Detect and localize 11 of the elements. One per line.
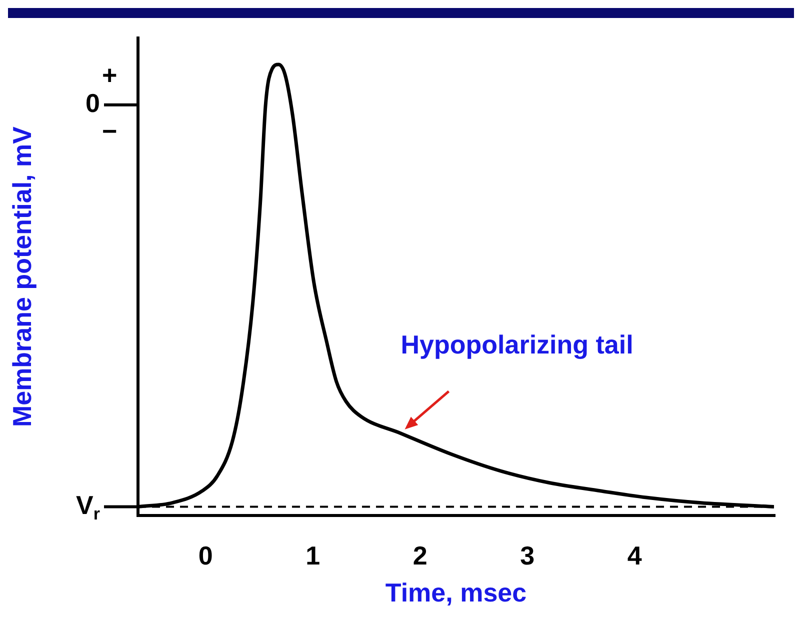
- x-tick-label: 2: [412, 540, 428, 570]
- x-tick-label: 1: [306, 540, 320, 570]
- text: −: [102, 116, 118, 146]
- x-axis-title: Time, msec: [385, 578, 527, 608]
- text: 0: [86, 88, 100, 118]
- text: +: [102, 60, 118, 90]
- x-tick-label: 4: [627, 540, 642, 570]
- x-tick-label: 3: [520, 540, 535, 570]
- y-axis-title: Membrane potential, mV: [6, 126, 37, 428]
- x-tick-label: 0: [198, 540, 213, 570]
- annotation: Hypopolarizing tail: [400, 329, 634, 360]
